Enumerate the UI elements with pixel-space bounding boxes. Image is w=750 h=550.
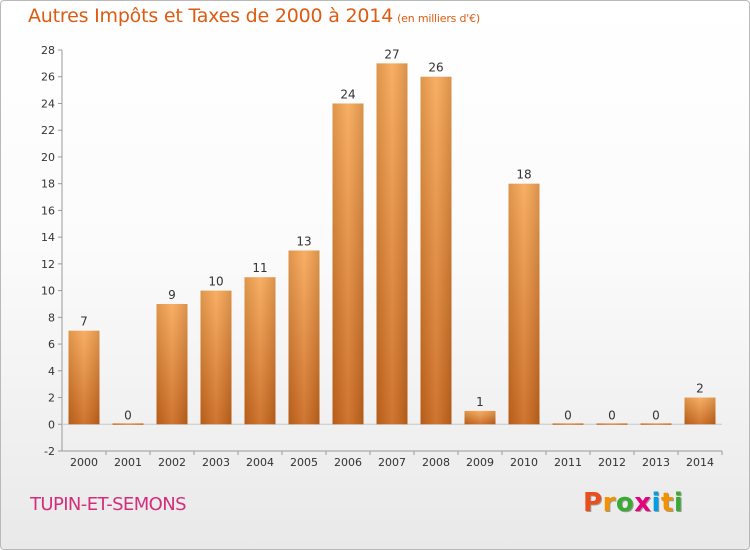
y-tick-label: 12 — [41, 258, 55, 271]
x-tick-label: 2003 — [202, 456, 230, 469]
bar-shading — [420, 76, 452, 425]
x-tick-label: 2008 — [422, 456, 450, 469]
proxiti-logo: Proxiti — [583, 488, 683, 518]
logo-letter: x — [634, 488, 652, 518]
x-tick-label: 2010 — [510, 456, 538, 469]
chart-bars — [68, 63, 716, 425]
bar-shading — [68, 330, 100, 425]
chart-data-labels: 7 0 9 10 11 13 24 27 26 1 18 0 0 0 2 — [80, 47, 704, 422]
data-label: 2 — [696, 382, 704, 396]
y-tick-label: 0 — [48, 418, 55, 431]
data-label: 27 — [384, 47, 399, 61]
x-tick-label: 2001 — [114, 456, 142, 469]
x-tick-label: 2004 — [246, 456, 274, 469]
data-label: 0 — [564, 408, 572, 422]
data-label: 18 — [516, 168, 531, 182]
bar-shading — [244, 277, 276, 425]
logo-letter: r — [602, 488, 616, 518]
data-label: 7 — [80, 315, 88, 329]
y-tick-label: 16 — [41, 204, 55, 217]
bar-shading — [112, 423, 144, 425]
data-label: 0 — [124, 408, 132, 422]
bar-shading — [464, 410, 496, 425]
data-label: 13 — [296, 235, 311, 249]
y-tick-label: 28 — [41, 44, 55, 57]
logo-letter: P — [583, 488, 603, 518]
data-label: 10 — [208, 275, 223, 289]
y-tick-label: 26 — [41, 71, 55, 84]
bar-shading — [332, 103, 364, 425]
logo-letter: i — [651, 488, 661, 518]
data-label: 1 — [476, 395, 484, 409]
y-tick-label: 22 — [41, 124, 55, 137]
y-tick-label: 20 — [41, 151, 55, 164]
bar-shading — [288, 250, 320, 425]
chart-unit: (en milliers d'€) — [397, 12, 480, 25]
bar-shading — [640, 423, 672, 425]
bar-shading — [508, 183, 540, 425]
data-label: 26 — [428, 61, 443, 75]
bar-shading — [200, 290, 232, 425]
data-label: 11 — [252, 261, 267, 275]
x-tick-label: 2013 — [642, 456, 670, 469]
bar-shading — [684, 397, 716, 425]
x-tick-label: 2007 — [378, 456, 406, 469]
x-tick-label: 2011 — [554, 456, 582, 469]
y-tick-label: -2 — [44, 445, 55, 458]
x-tick-label: 2012 — [598, 456, 626, 469]
bar-shading — [552, 423, 584, 425]
y-tick-label: 6 — [48, 338, 55, 351]
x-tick-label: 2002 — [158, 456, 186, 469]
x-tick-label: 2000 — [70, 456, 98, 469]
y-tick-label: 8 — [48, 311, 55, 324]
x-tick-label: 2005 — [290, 456, 318, 469]
logo-letter: t — [660, 488, 674, 518]
bar-shading — [376, 63, 408, 425]
logo-letter: o — [615, 488, 635, 518]
data-label: 0 — [652, 408, 660, 422]
bar-shading — [596, 423, 628, 425]
data-label: 0 — [608, 408, 616, 422]
y-tick-label: 24 — [41, 97, 55, 110]
logo-letter: i — [673, 488, 684, 518]
y-tick-label: 4 — [48, 365, 55, 378]
y-tick-label: 10 — [41, 285, 55, 298]
data-label: 9 — [168, 288, 176, 302]
y-tick-label: 14 — [41, 231, 55, 244]
x-tick-label: 2006 — [334, 456, 362, 469]
data-label: 24 — [340, 87, 355, 101]
x-tick-label: 2014 — [686, 456, 714, 469]
bar-shading — [156, 303, 188, 425]
y-tick-label: 2 — [48, 392, 55, 405]
chart-title: Autres Impôts et Taxes de 2000 à 2014 (en… — [28, 5, 480, 27]
y-tick-label: 18 — [41, 178, 55, 191]
x-tick-label: 2009 — [466, 456, 494, 469]
commune-name: TUPIN-ET-SEMONS — [30, 494, 187, 515]
chart-title-text: Autres Impôts et Taxes de 2000 à 2014 — [28, 5, 394, 27]
